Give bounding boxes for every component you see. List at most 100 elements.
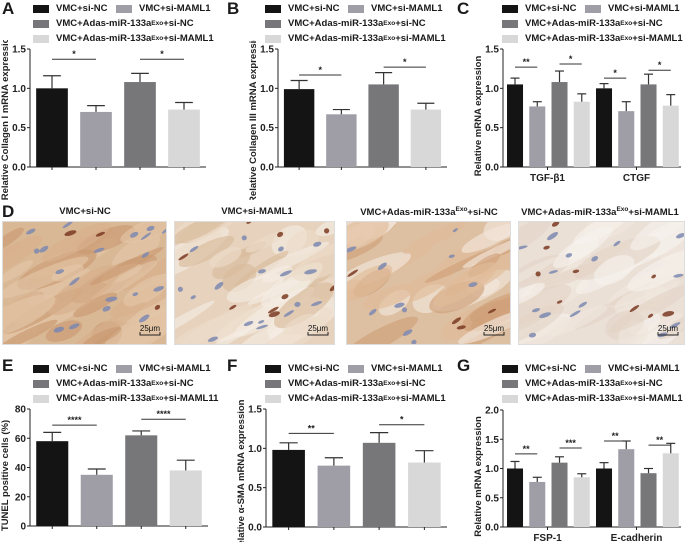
legend-label: VMC+Adas-miR-133a — [288, 33, 384, 44]
bar — [408, 462, 441, 527]
bar — [283, 89, 315, 167]
histology-image-adas-si-nc: 25μm — [346, 221, 511, 345]
svg-text:0.5: 0.5 — [485, 123, 499, 134]
bar — [596, 468, 613, 527]
svg-text:0.5: 0.5 — [260, 123, 274, 134]
bar — [168, 109, 200, 167]
bar — [410, 109, 442, 167]
legend-swatch — [33, 364, 49, 373]
legend-label: +si-NC — [632, 378, 663, 389]
panel-letter-g: G — [457, 356, 471, 375]
svg-text:E-cadherin: E-cadherin — [611, 533, 663, 542]
legend-sup: Exo — [151, 20, 164, 27]
svg-text:0.5: 0.5 — [485, 493, 499, 504]
legend-label: +si-NC — [395, 378, 426, 389]
scale-bar-label: 25μm — [658, 324, 679, 333]
svg-text:Relative Collagen III mRNA exp: Relative Collagen III mRNA expression — [248, 40, 259, 200]
svg-text:Relative Collagen I mRNA expre: Relative Collagen I mRNA expression — [0, 40, 11, 200]
bar — [551, 462, 568, 527]
legend-sup: Exo — [383, 395, 396, 402]
panel-letter-a: A — [2, 0, 15, 18]
legend-label: VMC+Adas-miR-133a — [56, 393, 152, 404]
svg-text:TUNEL positive cells (%): TUNEL positive cells (%) — [0, 420, 11, 531]
significance-marker: ** — [523, 57, 531, 67]
legend-f: VMC+si-NC VMC+si-MAML1 VMC+Adas-miR-133a… — [265, 363, 465, 405]
svg-text:Relative mRNA expression: Relative mRNA expression — [473, 416, 484, 537]
significance-marker: ** — [656, 435, 664, 445]
bar — [36, 441, 69, 526]
legend-swatch — [116, 4, 132, 13]
bar — [169, 470, 202, 526]
svg-text:40: 40 — [15, 463, 27, 474]
legend-swatch — [502, 34, 518, 43]
legend-swatch — [502, 394, 518, 403]
bar — [573, 477, 590, 527]
svg-text:1.5: 1.5 — [248, 405, 262, 416]
bar — [36, 88, 68, 167]
scale-bar-label: 25μm — [308, 324, 329, 333]
svg-text:0.0: 0.0 — [485, 523, 499, 534]
legend-label: VMC+si-NC — [288, 3, 340, 14]
svg-text:FSP-1: FSP-1 — [533, 533, 562, 542]
legend-label: VMC+si-NC — [288, 363, 340, 374]
bar — [272, 449, 305, 527]
svg-text:60: 60 — [15, 434, 27, 445]
legend-label: +si-MAML11 — [163, 393, 219, 404]
significance-marker: * — [318, 65, 322, 75]
legend-swatch — [265, 4, 281, 13]
panel-letter-d: D — [2, 202, 15, 221]
legend-swatch — [502, 364, 518, 373]
bar — [124, 82, 156, 167]
bar — [662, 105, 679, 167]
legend-swatch — [502, 4, 518, 13]
svg-text:1.0: 1.0 — [12, 84, 26, 95]
svg-text:0.0: 0.0 — [248, 523, 262, 534]
svg-text:Relative mRNA expression: Relative mRNA expression — [473, 56, 484, 177]
significance-marker: **** — [67, 415, 82, 425]
legend-swatch — [265, 364, 281, 373]
legend-swatch — [33, 34, 49, 43]
bar — [529, 106, 546, 167]
legend-label: VMC+si-NC — [56, 363, 108, 374]
legend-label: VMC+si-NC — [56, 3, 108, 14]
scale-bar-label: 25μm — [140, 324, 161, 333]
bar — [507, 84, 524, 167]
legend-swatch — [585, 4, 601, 13]
legend-label: +si-MAML1 — [395, 393, 446, 404]
svg-text:0.0: 0.0 — [485, 163, 499, 174]
legend-swatch — [265, 379, 281, 388]
legend-label: +si-MAML1 — [632, 33, 683, 44]
legend-label: +si-MAML1 — [395, 33, 446, 44]
bar — [326, 114, 357, 167]
legend-a: VMC+si-NC VMC+si-MAML1 VMC+Adas-miR-133a… — [33, 3, 233, 45]
legend-c: VMC+si-NC VMC+si-MAML1 VMC+Adas-miR-133a… — [502, 3, 685, 45]
legend-sup: Exo — [151, 395, 164, 402]
bar — [618, 449, 635, 527]
legend-e: VMC+si-NC VMC+si-MAML1 VMC+Adas-miR-133a… — [33, 363, 233, 405]
svg-text:TGF-β1: TGF-β1 — [530, 173, 565, 184]
legend-label: +si-NC — [163, 378, 194, 389]
svg-text:CTGF: CTGF — [623, 173, 650, 184]
svg-text:1.0: 1.0 — [485, 464, 499, 475]
svg-text:0.0: 0.0 — [12, 163, 26, 174]
significance-marker: * — [403, 57, 407, 67]
significance-marker: ** — [612, 431, 620, 441]
legend-sup: Exo — [151, 35, 164, 42]
legend-g: VMC+si-NC VMC+si-MAML1 VMC+Adas-miR-133a… — [502, 363, 685, 405]
legend-label: VMC+Adas-miR-133a — [288, 393, 384, 404]
svg-text:0.0: 0.0 — [260, 163, 274, 174]
bar — [618, 111, 635, 167]
scale-bar-label: 25μm — [484, 324, 505, 333]
chart-tunel: 0 20 40 60 80 TUNEL positive cells (%) **** ***… — [0, 405, 208, 533]
svg-text:1.5: 1.5 — [485, 435, 499, 446]
legend-b: VMC+si-NC VMC+si-MAML1 VMC+Adas-miR-133a… — [265, 3, 465, 45]
legend-label: VMC+si-MAML1 — [139, 363, 211, 374]
panel-letter-c: C — [457, 0, 470, 18]
svg-text:0.5: 0.5 — [12, 123, 26, 134]
bar — [640, 84, 657, 167]
svg-text:20: 20 — [15, 492, 27, 503]
image-label-adas-si-maml1: VMC+Adas-miR-133aExo+si-MAML1 — [521, 206, 679, 219]
